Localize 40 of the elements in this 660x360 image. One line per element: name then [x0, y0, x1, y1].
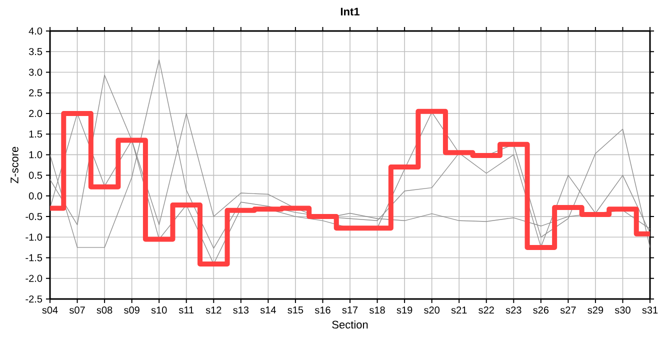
y-tick-label: -1.5	[26, 254, 42, 262]
x-tick-label: s21	[451, 306, 467, 314]
y-tick-label: -1.0	[26, 234, 42, 241]
y-tick-label: 3.5	[28, 48, 42, 56]
y-tick-label: -2.0	[26, 274, 42, 282]
x-tick-label: s18	[370, 306, 385, 314]
y-tick-label: 4.0	[28, 27, 42, 35]
x-tick-label: s12	[206, 306, 222, 314]
y-axis-title: Z-score	[10, 146, 18, 184]
x-tick-label: s17	[342, 306, 358, 314]
x-tick-label: s16	[314, 306, 330, 314]
y-tick-label: 1.5	[29, 130, 42, 138]
x-tick-label: s11	[178, 306, 194, 314]
y-tick-label: 0.5	[28, 172, 42, 179]
y-tick-label: 1.0	[29, 151, 42, 158]
x-tick-label: s23	[506, 306, 522, 314]
x-tick-label: s27	[560, 306, 576, 314]
x-tick-label: s04	[42, 306, 58, 314]
x-tick-label: s07	[69, 306, 85, 314]
y-tick-label: 3.0	[28, 68, 42, 76]
x-tick-label: s08	[96, 306, 112, 314]
y-tick-label: 2.0	[29, 110, 42, 117]
x-tick-label: s15	[288, 306, 304, 314]
y-tick-label: 0.0	[28, 192, 42, 200]
x-tick-label: s31	[642, 306, 658, 314]
x-tick-label: s29	[588, 306, 604, 314]
x-tick-label: s13	[233, 306, 249, 314]
x-tick-label: s22	[478, 306, 494, 314]
y-tick-label: -0.5	[26, 212, 42, 220]
chart-title: Int1	[340, 8, 360, 16]
x-tick-label: s14	[260, 306, 276, 314]
x-tick-label: s09	[124, 306, 140, 314]
x-tick-label: s30	[614, 306, 630, 314]
x-tick-label: s26	[533, 306, 549, 314]
y-tick-label: 2.5	[29, 89, 42, 96]
y-tick-label: -2.5	[26, 295, 42, 303]
x-tick-label: s20	[424, 306, 440, 314]
x-tick-label: s19	[396, 306, 412, 314]
x-tick-label: s10	[151, 306, 167, 314]
x-axis-title: Section	[332, 320, 368, 329]
